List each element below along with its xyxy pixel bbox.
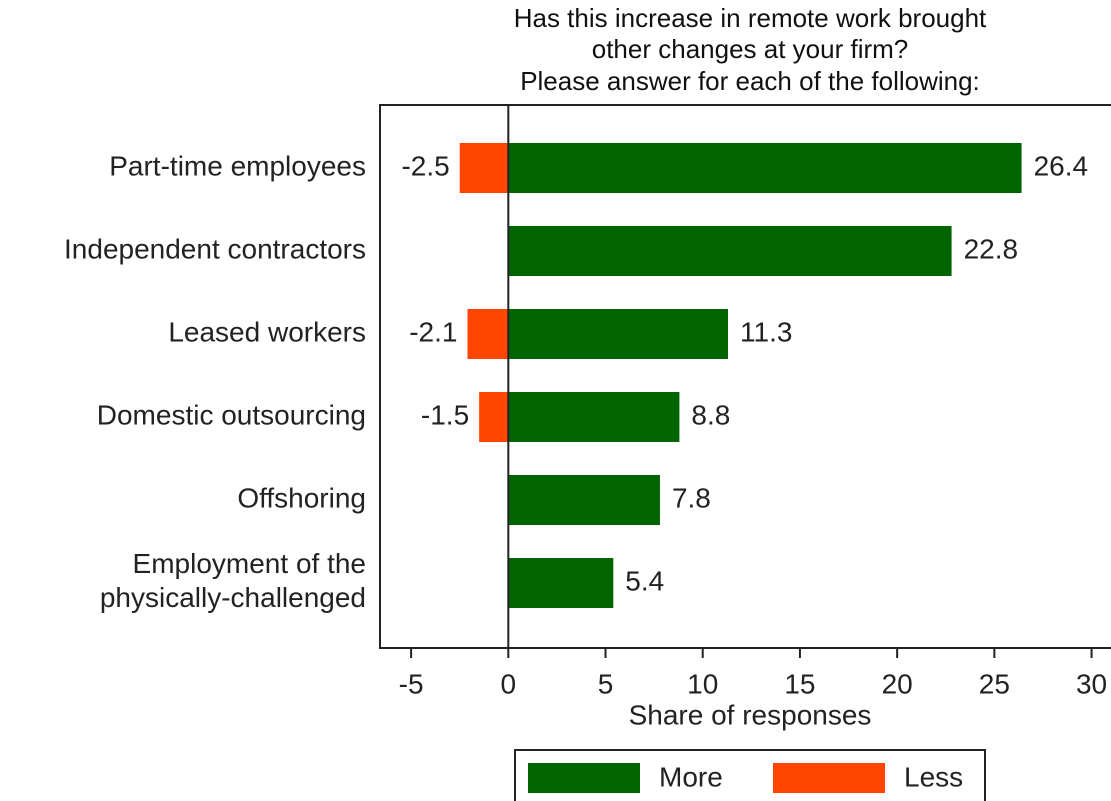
chart-title: Has this increase in remote work brought xyxy=(514,3,987,33)
value-label: -2.5 xyxy=(401,150,449,181)
value-label: 8.8 xyxy=(691,399,730,430)
chart-title: other changes at your firm? xyxy=(592,34,909,64)
x-tick-label: 25 xyxy=(979,668,1010,699)
x-tick-label: 30 xyxy=(1076,668,1107,699)
y-tick-label: Leased workers xyxy=(168,316,366,347)
value-label: -1.5 xyxy=(421,399,469,430)
x-tick-label: 10 xyxy=(687,668,718,699)
plot-frame xyxy=(379,104,1111,649)
value-label: -2.1 xyxy=(409,316,457,347)
value-label: 22.8 xyxy=(964,233,1019,264)
y-tick-label: Part-time employees xyxy=(109,150,366,181)
x-tick-label: -5 xyxy=(399,668,424,699)
bar xyxy=(459,143,509,193)
bar xyxy=(508,558,614,608)
bar xyxy=(508,143,1022,193)
y-tick-label: Offshoring xyxy=(237,482,366,513)
value-label: 5.4 xyxy=(625,565,664,596)
value-label: 26.4 xyxy=(1034,150,1089,181)
x-tick-label: 15 xyxy=(784,668,815,699)
x-tick-label: 5 xyxy=(598,668,614,699)
bar xyxy=(508,226,952,276)
legend-swatch xyxy=(528,763,640,793)
y-tick-label: Domestic outsourcing xyxy=(97,399,366,430)
bar xyxy=(508,475,660,525)
bar xyxy=(508,309,729,359)
bar xyxy=(467,309,509,359)
value-label: 11.3 xyxy=(740,316,792,347)
x-tick-label: 20 xyxy=(882,668,913,699)
bar xyxy=(508,392,680,442)
legend-label: More xyxy=(659,761,723,792)
chart-title: Please answer for each of the following: xyxy=(520,66,980,96)
x-axis-label: Share of responses xyxy=(629,699,872,730)
x-tick-label: 0 xyxy=(501,668,517,699)
value-label: 7.8 xyxy=(672,482,711,513)
y-tick-label: Employment of the physically-challenged xyxy=(100,548,366,613)
legend-swatch xyxy=(773,763,885,793)
bar xyxy=(479,392,509,442)
legend-label: Less xyxy=(904,761,963,792)
y-tick-label: Independent contractors xyxy=(64,233,366,264)
